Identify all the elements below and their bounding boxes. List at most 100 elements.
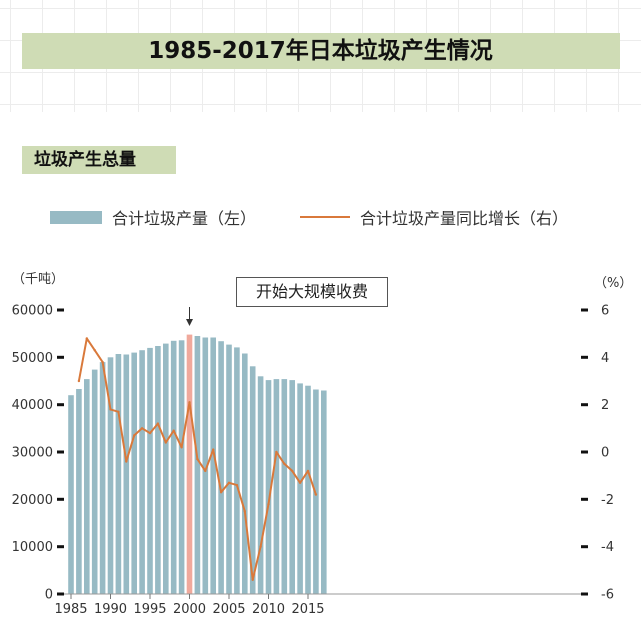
growth-point-1991 <box>117 410 120 413</box>
bar-2015 <box>305 385 311 594</box>
bar-1994 <box>139 350 145 594</box>
bar-2006 <box>234 347 240 594</box>
bar-1985 <box>68 395 74 594</box>
growth-point-2004 <box>219 491 223 494</box>
right-axis-unit: （%） <box>594 276 633 291</box>
growth-point-2016 <box>314 493 318 496</box>
bar-2005 <box>226 344 232 594</box>
left-tick-mark-6 <box>57 308 64 312</box>
legend-bar-label: 合计垃圾产量（左） <box>112 209 257 228</box>
bar-1993 <box>131 352 137 594</box>
bar-2017 <box>321 390 327 594</box>
growth-point-1994 <box>140 427 144 430</box>
growth-point-2001 <box>196 457 199 461</box>
bar-2013 <box>289 380 295 594</box>
bar-1989 <box>99 362 106 594</box>
growth-point-1988 <box>93 349 96 352</box>
right-tick-mark-1 <box>581 545 588 549</box>
growth-point-1996 <box>156 422 160 425</box>
left-tick-label-4: 40000 <box>12 398 53 413</box>
legend-line-swatch <box>300 216 350 218</box>
x-tick-label-2015: 2015 <box>291 602 324 617</box>
legend-line: 合计垃圾产量同比增长（右） <box>300 204 568 230</box>
left-tick-label-2: 20000 <box>12 493 53 508</box>
title-band <box>22 33 620 69</box>
growth-point-2008 <box>251 578 254 581</box>
growth-point-2000 <box>188 401 191 404</box>
left-tick-label-6: 60000 <box>12 304 53 319</box>
annotation-pointer-arrow <box>186 319 193 326</box>
right-tick-mark-5 <box>581 355 588 359</box>
bar-2010 <box>265 380 272 594</box>
growth-point-1992 <box>125 460 128 463</box>
left-tick-mark-1 <box>57 545 64 549</box>
growth-point-1998 <box>172 429 175 432</box>
right-tick-label-1: -4 <box>601 540 614 555</box>
bar-1986 <box>76 389 82 594</box>
legend-bar: 合计垃圾产量（左） <box>50 204 256 230</box>
growth-point-2014 <box>298 481 302 484</box>
bar-2011 <box>273 379 280 594</box>
growth-point-2015 <box>306 469 310 473</box>
growth-point-1999 <box>180 446 183 449</box>
x-tick-label-2005: 2005 <box>212 602 245 617</box>
growth-point-1989 <box>101 360 104 364</box>
right-tick-mark-2 <box>581 497 588 501</box>
right-tick-label-0: -6 <box>601 588 614 603</box>
right-tick-mark-4 <box>581 403 588 407</box>
x-tick-label-2000: 2000 <box>173 602 206 617</box>
bar-2014 <box>297 383 303 594</box>
bar-2007 <box>242 353 248 594</box>
growth-point-1997 <box>164 441 167 444</box>
left-tick-label-3: 30000 <box>12 446 53 461</box>
growth-point-1986 <box>77 379 81 383</box>
bar-2000 <box>186 334 193 594</box>
growth-point-2006 <box>235 483 239 487</box>
growth-point-2003 <box>212 448 215 451</box>
growth-point-1990 <box>109 408 112 411</box>
left-tick-mark-4 <box>57 403 64 407</box>
right-tick-label-3: 0 <box>601 446 609 461</box>
bar-1995 <box>147 347 153 594</box>
legend-line-label: 合计垃圾产量同比增长（右） <box>360 209 569 228</box>
growth-point-2007 <box>243 510 246 513</box>
bar-1990 <box>107 357 114 594</box>
bar-1998 <box>170 340 177 594</box>
right-tick-mark-6 <box>581 308 588 312</box>
growth-point-2011 <box>275 450 278 454</box>
bar-2004 <box>218 341 224 594</box>
growth-point-1995 <box>148 431 152 435</box>
bar-2001 <box>194 336 201 594</box>
bar-2002 <box>202 337 209 594</box>
left-tick-label-0: 0 <box>45 588 53 603</box>
right-tick-label-4: 2 <box>601 398 609 413</box>
x-tick-label-1990: 1990 <box>94 602 127 617</box>
left-tick-label-1: 10000 <box>12 540 53 555</box>
growth-point-2012 <box>283 462 286 465</box>
left-tick-label-5: 50000 <box>12 351 53 366</box>
growth-point-2002 <box>204 469 207 473</box>
growth-point-1987 <box>85 337 89 340</box>
left-tick-mark-0 <box>57 592 64 596</box>
growth-point-2005 <box>227 481 231 484</box>
bar-1997 <box>163 343 169 594</box>
left-axis-unit: （千吨） <box>12 272 65 287</box>
bar-2012 <box>281 379 288 594</box>
growth-point-2009 <box>259 545 262 548</box>
bar-1999 <box>178 340 185 594</box>
x-tick-label-1985: 1985 <box>54 602 87 617</box>
x-tick-label-2010: 2010 <box>252 602 285 617</box>
x-tick-label-1995: 1995 <box>133 602 166 617</box>
section-label: 垃圾产生总量 <box>22 146 176 174</box>
page-title: 1985-2017年日本垃圾产生情况 <box>148 38 493 64</box>
bar-2003 <box>210 337 216 594</box>
bar-1987 <box>84 379 90 594</box>
annotation-callout: 开始大规模收费 <box>236 277 388 307</box>
growth-point-1993 <box>133 434 136 437</box>
bar-1991 <box>115 354 122 594</box>
right-tick-label-5: 4 <box>601 351 609 366</box>
right-tick-label-2: -2 <box>601 493 614 508</box>
growth-point-2010 <box>267 502 270 506</box>
left-tick-mark-5 <box>57 355 64 359</box>
